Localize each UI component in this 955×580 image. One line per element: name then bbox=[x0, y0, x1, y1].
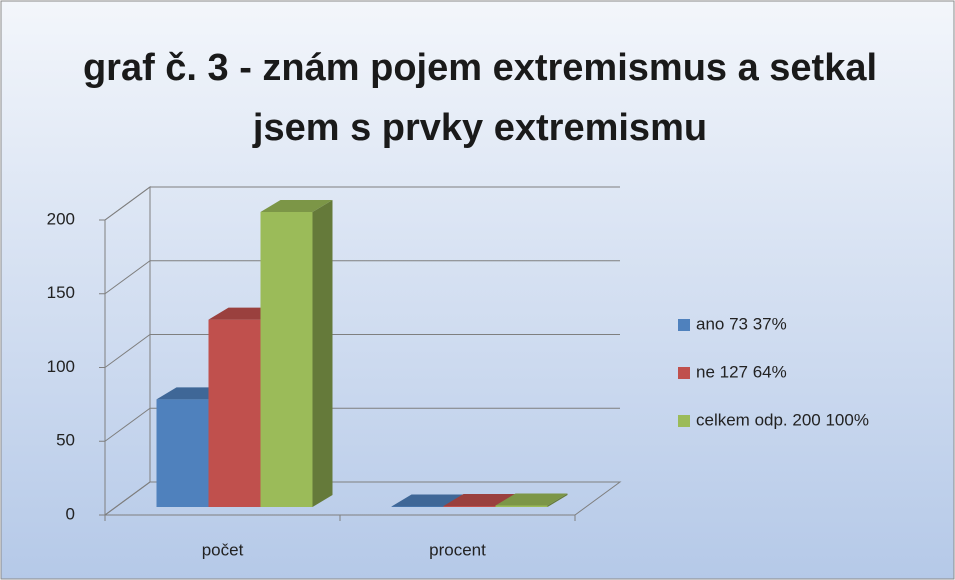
grid-line bbox=[104, 260, 620, 295]
bar bbox=[495, 493, 568, 507]
bar-front bbox=[260, 212, 313, 507]
legend-label: celkem odp. 200 100% bbox=[696, 410, 869, 429]
bar-top bbox=[391, 494, 464, 507]
y-tick-label: 0 bbox=[66, 504, 75, 523]
grid-line bbox=[104, 334, 620, 368]
y-tick-label: 100 bbox=[47, 357, 75, 376]
legend-swatch bbox=[678, 367, 690, 379]
legend-swatch bbox=[678, 319, 690, 331]
legend-swatch bbox=[678, 415, 690, 427]
bar bbox=[260, 200, 333, 507]
bar-top bbox=[443, 494, 516, 507]
x-tick-label: počet bbox=[202, 540, 244, 559]
grid-line bbox=[104, 481, 620, 516]
bar-front bbox=[208, 319, 261, 507]
legend-label: ano 73 37% bbox=[696, 314, 787, 333]
bar-front bbox=[443, 506, 496, 507]
legend-label: ne 127 64% bbox=[696, 362, 787, 381]
bar-top bbox=[260, 200, 333, 212]
grid-line bbox=[104, 407, 620, 442]
bar-side bbox=[547, 493, 568, 507]
bar-top bbox=[495, 493, 568, 506]
bar-side bbox=[312, 200, 333, 507]
y-tick-label: 50 bbox=[56, 431, 75, 450]
bar-front bbox=[495, 505, 548, 507]
bar-front bbox=[156, 399, 209, 507]
x-tick-label: procent bbox=[429, 540, 486, 559]
y-tick-label: 200 bbox=[47, 209, 75, 228]
bar-front bbox=[391, 506, 444, 507]
grid-line bbox=[104, 186, 620, 221]
y-tick-label: 150 bbox=[47, 283, 75, 302]
chart-title: graf č. 3 - znám pojem extremismus a set… bbox=[82, 47, 878, 149]
